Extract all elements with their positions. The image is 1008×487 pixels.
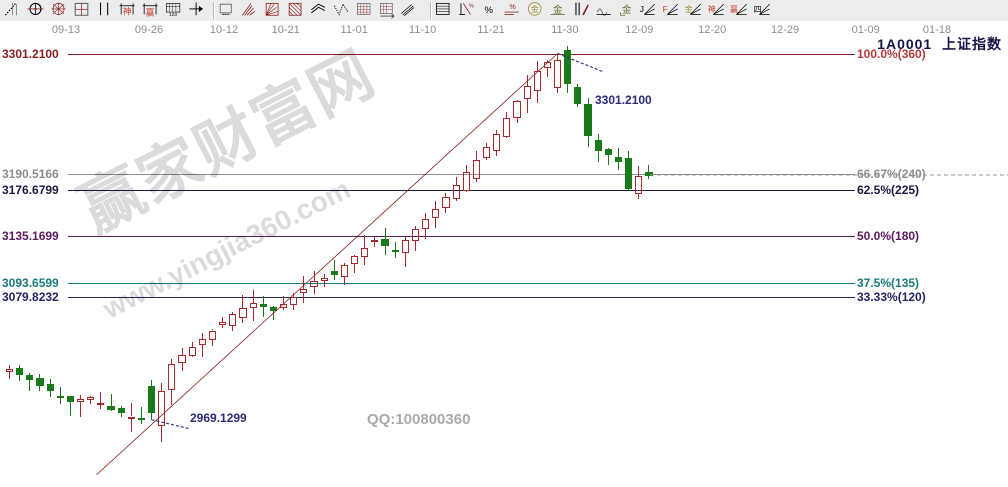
svg-text:%: %	[509, 3, 516, 11]
svg-text:金: 金	[685, 4, 693, 14]
svg-text:神: 神	[708, 4, 716, 14]
svg-text:F: F	[663, 4, 668, 14]
svg-text:金: 金	[531, 4, 539, 14]
svg-text:神: 神	[123, 5, 132, 16]
svg-text:%: %	[469, 3, 474, 9]
svg-text:金: 金	[622, 4, 632, 16]
svg-text:123: 123	[169, 12, 177, 18]
svg-text:%: %	[484, 5, 493, 16]
svg-text:赢: 赢	[730, 4, 738, 14]
svg-text:赢: 赢	[146, 6, 155, 17]
svg-text:J: J	[640, 4, 644, 14]
